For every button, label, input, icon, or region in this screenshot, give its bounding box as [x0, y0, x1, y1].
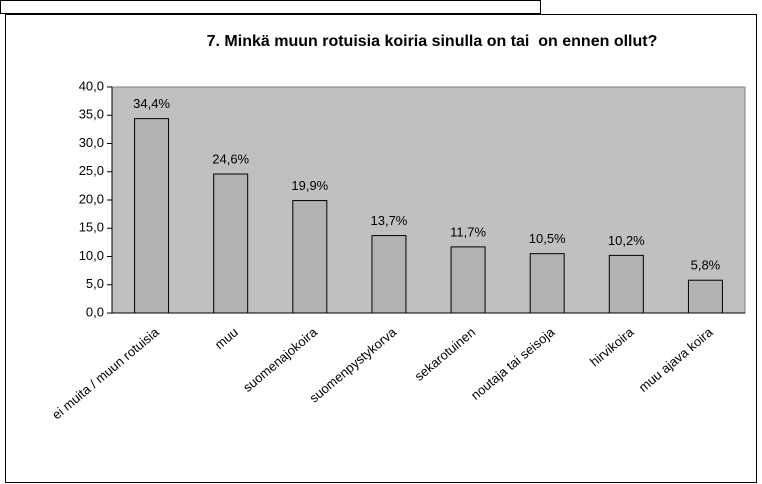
value-label: 19,9% — [291, 178, 328, 193]
value-label: 10,5% — [529, 231, 566, 246]
value-label: 13,7% — [371, 213, 408, 228]
y-tick-label: 30,0 — [79, 135, 104, 150]
y-tick-label: 15,0 — [79, 220, 104, 235]
bar — [529, 253, 565, 314]
top-box — [0, 0, 541, 14]
y-tick-label: 20,0 — [79, 191, 104, 206]
value-label: 34,4% — [133, 96, 170, 111]
bar — [450, 246, 486, 314]
bar — [371, 235, 407, 314]
value-label: 10,2% — [608, 233, 645, 248]
y-tick-label: 25,0 — [79, 163, 104, 178]
y-tick-label: 10,0 — [79, 248, 104, 263]
bar — [213, 173, 249, 314]
bar — [134, 118, 170, 314]
value-label: 24,6% — [212, 151, 249, 166]
y-tick-label: 35,0 — [79, 107, 104, 122]
value-label: 5,8% — [691, 258, 721, 273]
y-tick-label: 40,0 — [79, 78, 104, 93]
y-tick-label: 0,0 — [86, 304, 104, 319]
chart-title: 7. Minkä muun rotuisia koiria sinulla on… — [207, 33, 658, 50]
bar — [687, 279, 723, 314]
y-tick-label: 5,0 — [86, 276, 104, 291]
bar — [608, 254, 644, 314]
plot-area — [111, 86, 746, 314]
bar — [292, 200, 328, 314]
value-label: 11,7% — [450, 224, 486, 239]
